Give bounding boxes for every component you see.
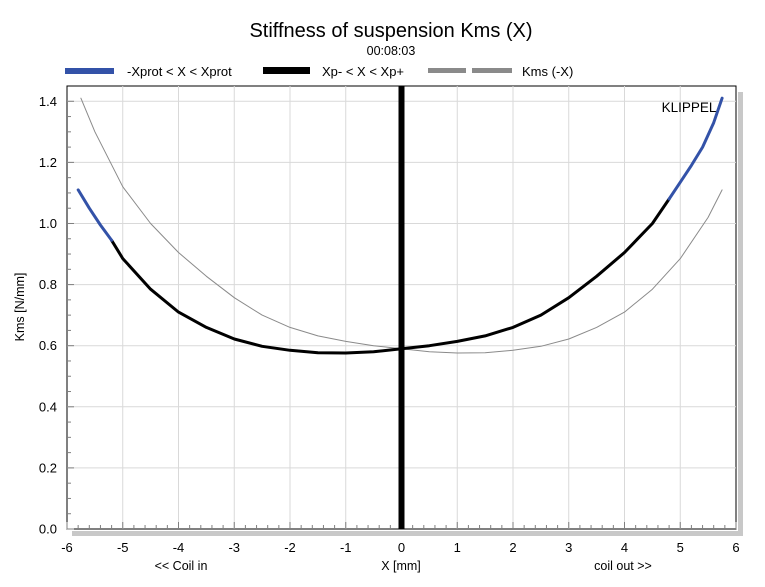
x-tick-label: -5	[117, 540, 129, 555]
chart-subtitle: 00:08:03	[367, 44, 416, 58]
x-tick-label: 5	[677, 540, 684, 555]
legend-label-kms-mirrored: Kms (-X)	[522, 64, 573, 79]
x-tick-label: 3	[565, 540, 572, 555]
x-tick-label: 2	[509, 540, 516, 555]
legend-swatch-kms-mirrored-b	[472, 68, 512, 73]
x-tick-label: 4	[621, 540, 628, 555]
x-tick-label: -4	[173, 540, 185, 555]
legend-swatch-protection-range	[65, 68, 114, 74]
minor-ticks	[66, 100, 737, 530]
legend: -Xprot < X < Xprot Xp- < X < Xp+ Kms (-X…	[65, 64, 573, 79]
y-tick-label: 0.8	[39, 277, 57, 292]
x-axis-label-coil-in: << Coil in	[155, 559, 208, 573]
x-tick-label: -3	[228, 540, 240, 555]
y-tick-label: 0.0	[39, 522, 57, 537]
x-tick-label: -6	[61, 540, 73, 555]
x-axis-label-coil-out: coil out >>	[594, 559, 652, 573]
y-tick-label: 1.4	[39, 94, 57, 109]
series-xp-range-line	[110, 197, 671, 355]
y-tick-label: 1.0	[39, 216, 57, 231]
series-protection-range-line	[76, 188, 114, 242]
x-tick-label: 1	[454, 540, 461, 555]
y-tick-label: 0.6	[39, 338, 57, 353]
series-protection-range-line	[667, 96, 724, 201]
klippel-watermark: KLIPPEL	[662, 100, 717, 115]
legend-swatch-xp-range	[263, 67, 310, 74]
legend-swatch-kms-mirrored-a	[428, 68, 466, 73]
legend-label-xp-range: Xp- < X < Xp+	[322, 64, 404, 79]
plot-shadow-right	[738, 92, 743, 536]
legend-label-protection-range: -Xprot < X < Xprot	[127, 64, 232, 79]
plot-shadow-bottom	[72, 531, 743, 536]
y-tick-label: 0.2	[39, 460, 57, 475]
x-axis-label: X [mm]	[381, 559, 421, 573]
x-tick-label: -2	[284, 540, 296, 555]
tick-labels: -6 -5 -4 -3 -2 -1 0 1 2 3 4 5 6 0.0 0.2 0.4 0.6 0.8 1.0 1.2…	[39, 94, 740, 555]
y-axis-label: Kms [N/mm]	[13, 273, 27, 342]
x-tick-label: 0	[398, 540, 405, 555]
y-tick-label: 0.4	[39, 399, 57, 414]
y-tick-label: 1.2	[39, 155, 57, 170]
chart-title: Stiffness of suspension Kms (X)	[249, 20, 532, 42]
x-tick-label: 6	[732, 540, 739, 555]
x-tick-label: -1	[340, 540, 352, 555]
